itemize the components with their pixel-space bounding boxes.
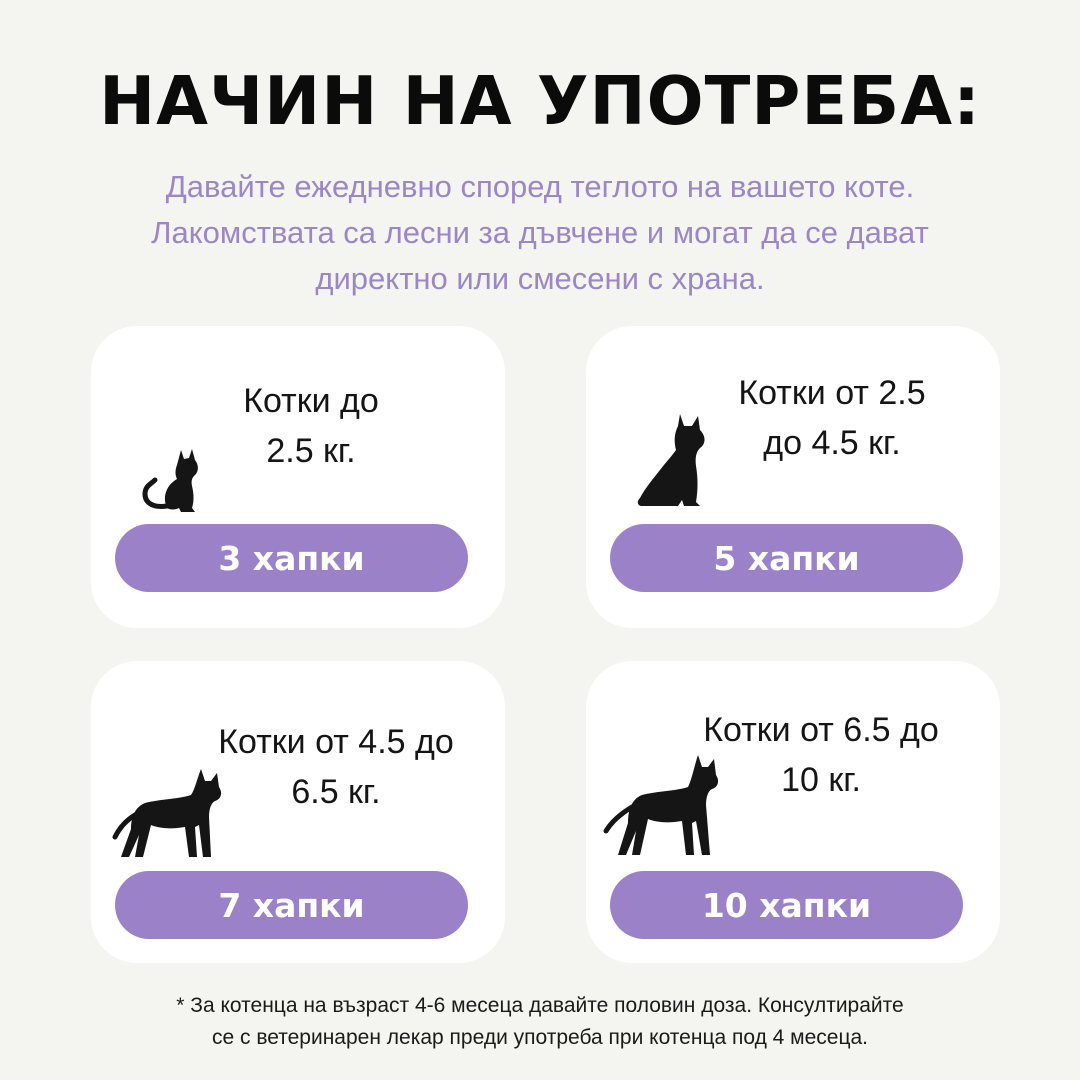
walking-cat-icon (111, 765, 225, 861)
weight-label-line1: Котки от 2.5 (738, 374, 926, 412)
weight-label-line2: 10 кг. (781, 761, 861, 799)
dose-button[interactable]: 10 хапки (610, 871, 963, 939)
dose-label: 5 хапки (713, 538, 860, 578)
dose-button[interactable]: 7 хапки (115, 871, 468, 939)
weight-label-line1: Котки от 6.5 до (703, 711, 939, 749)
dose-button[interactable]: 5 хапки (610, 524, 963, 592)
weight-label-line2: 6.5 кг. (291, 773, 381, 811)
dosage-card-medium: Котки от 2.5 до 4.5 кг. 5 хапки (586, 326, 1000, 628)
dose-label: 3 хапки (218, 538, 365, 578)
footnote: * За котенца на възраст 4-6 месеца давай… (90, 990, 990, 1054)
dosage-card-xlarge: Котки от 6.5 до 10 кг. 10 хапки (586, 661, 1000, 963)
weight-label: Котки от 6.5 до 10 кг. (676, 705, 966, 805)
weight-label: Котки до 2.5 кг. (181, 376, 441, 476)
dose-label: 7 хапки (218, 885, 365, 925)
dosage-card-large: Котки от 4.5 до 6.5 кг. 7 хапки (91, 661, 505, 963)
page-title: НАЧИН НА УПОТРЕБА: (99, 62, 981, 140)
weight-label-line2: 2.5 кг. (266, 432, 356, 470)
dose-label: 10 хапки (701, 885, 872, 925)
dosage-card-small: Котки до 2.5 кг. 3 хапки (91, 326, 505, 628)
page-subtitle: Давайте ежедневно според теглото на ваше… (151, 169, 929, 296)
weight-label-line1: Котки от 4.5 до (218, 723, 454, 761)
dose-button[interactable]: 3 хапки (115, 524, 468, 592)
weight-label: Котки от 4.5 до 6.5 кг. (191, 717, 481, 817)
weight-label-line1: Котки до (243, 382, 379, 420)
footnote-line2: се с ветеринарен лекар преди употреба пр… (211, 1026, 869, 1049)
sitting-kitten-icon (137, 446, 203, 516)
weight-label: Котки от 2.5 до 4.5 кг. (692, 368, 972, 468)
footnote-line1: * За котенца на възраст 4-6 месеца давай… (176, 994, 904, 1017)
standing-cat-icon (602, 751, 722, 861)
sitting-cat-icon (636, 412, 712, 508)
weight-label-line2: до 4.5 кг. (763, 424, 901, 462)
